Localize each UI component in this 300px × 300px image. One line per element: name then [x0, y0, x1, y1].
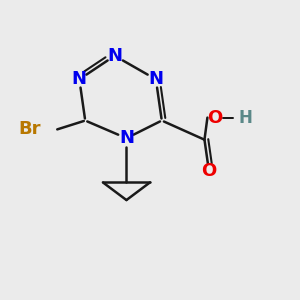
Text: N: N [107, 47, 122, 65]
Text: Br: Br [19, 120, 41, 138]
Text: H: H [238, 109, 252, 127]
Text: O: O [201, 162, 217, 180]
Text: N: N [148, 70, 164, 88]
Text: N: N [119, 129, 134, 147]
Text: O: O [207, 109, 222, 127]
Text: N: N [72, 70, 87, 88]
